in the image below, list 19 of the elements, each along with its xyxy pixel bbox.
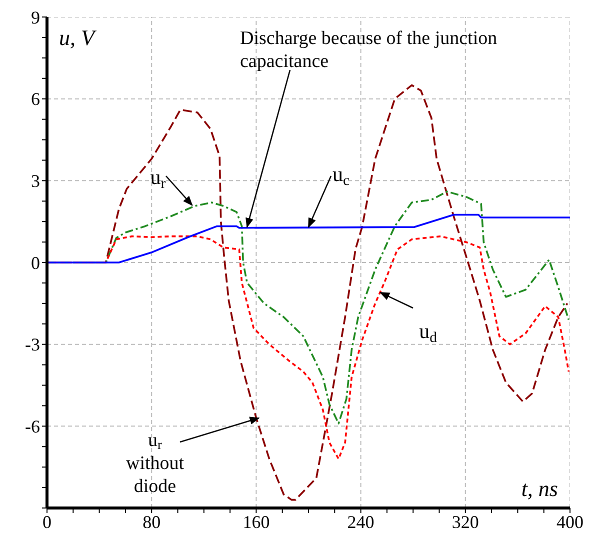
y-axis-title: u, V (59, 25, 97, 50)
y-tick-label: -3 (25, 334, 40, 355)
annotation: Discharge because of the junction capacitance (240, 28, 498, 72)
x-tick-label: 240 (347, 512, 374, 532)
x-tick-label: 80 (142, 512, 161, 532)
x-tick-label: 160 (242, 512, 270, 532)
x-axis-title: t, ns (521, 476, 558, 501)
x-tick-label: 400 (556, 512, 584, 532)
annotation: u$_{r}$ without diode (126, 430, 185, 497)
line-series (47, 214, 570, 264)
annotation: u$_{d}$ (419, 319, 438, 346)
y-tick-label: 9 (31, 7, 40, 28)
y-tick-label: 0 (31, 252, 40, 273)
x-tick-label: 320 (452, 512, 479, 532)
annotation: u$_{c}$ (332, 162, 350, 189)
y-tick-label: 6 (31, 89, 40, 110)
annotation: u$_{r}$ (150, 165, 166, 192)
y-tick-label: 3 (31, 171, 40, 192)
y-tick-label: -6 (25, 416, 40, 437)
